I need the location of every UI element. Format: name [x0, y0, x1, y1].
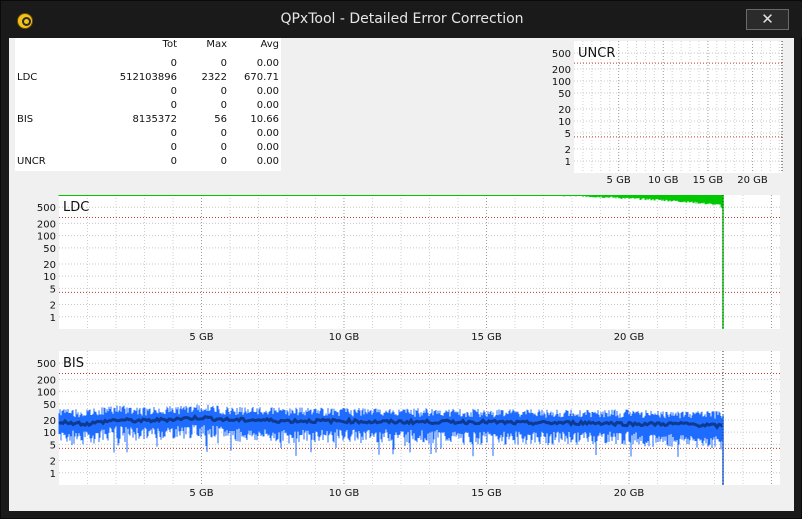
y-tick-label: 100	[37, 232, 56, 243]
row-avg: 670.71	[244, 72, 279, 83]
row-avg: 0.00	[256, 142, 279, 153]
statistics-table: Tot Max Avg 0 0 0.00 LDC 512103896 2322 …	[15, 38, 281, 171]
bis-series	[58, 404, 724, 457]
plot-area	[574, 41, 782, 173]
stats-row: UNCR 0 0 0.00	[15, 155, 281, 169]
chart-title: LDC	[63, 200, 89, 215]
chart-title: UNCR	[578, 46, 615, 61]
y-tick-label: 2	[50, 457, 56, 468]
close-button[interactable]: ✕	[746, 9, 789, 30]
y-tick-label: 200	[37, 219, 56, 230]
row-avg: 10.66	[250, 114, 279, 125]
row-tot: 0	[170, 58, 177, 69]
y-tick-label: 100	[552, 77, 571, 88]
row-max: 56	[214, 114, 227, 125]
x-tick-label: 20 GB	[614, 332, 645, 343]
bis-average-line	[58, 414, 724, 430]
x-tick-label: 5 GB	[607, 175, 631, 186]
y-tick-label: 500	[37, 203, 56, 214]
title-bar[interactable]: QPxTool - Detailed Error Correction ✕	[2, 2, 802, 37]
row-tot: 0	[170, 100, 177, 111]
header-avg: Avg	[260, 39, 279, 50]
y-tick-label: 5	[565, 129, 571, 140]
x-tick-label: 15 GB	[693, 175, 724, 186]
stats-row: 0 0 0.00	[15, 141, 281, 155]
row-max: 0	[220, 58, 227, 69]
row-max: 2322	[201, 72, 227, 83]
x-tick-label: 5 GB	[189, 488, 213, 499]
stats-row: BIS 8135372 56 10.66	[15, 113, 281, 127]
row-tot: 0	[170, 86, 177, 97]
y-tick-label: 500	[37, 359, 56, 370]
y-tick-label: 10	[558, 117, 571, 128]
row-tot: 0	[170, 156, 177, 167]
y-tick-label: 10	[43, 428, 56, 439]
row-label: BIS	[17, 114, 34, 125]
row-avg: 0.00	[256, 58, 279, 69]
row-tot: 0	[170, 128, 177, 139]
y-tick-label: 50	[558, 89, 571, 100]
header-tot: Tot	[162, 39, 177, 50]
stats-row: 0 0 0.00	[15, 99, 281, 113]
y-tick-label: 1	[565, 157, 571, 168]
row-max: 0	[220, 100, 227, 111]
row-tot: 8135372	[132, 114, 177, 125]
stats-header-row: Tot Max Avg	[15, 38, 281, 52]
y-tick-label: 20	[43, 260, 56, 271]
chart-title: BIS	[63, 356, 84, 371]
client-area: Tot Max Avg 0 0 0.00 LDC 512103896 2322 …	[9, 38, 794, 511]
x-tick-label: 20 GB	[614, 488, 645, 499]
header-max: Max	[206, 39, 227, 50]
y-tick-label: 2	[50, 301, 56, 312]
qpxtool-icon	[17, 13, 33, 29]
y-tick-label: 1	[50, 313, 56, 324]
x-tick-label: 15 GB	[471, 332, 502, 343]
y-tick-label: 2	[565, 145, 571, 156]
x-tick-label: 15 GB	[471, 488, 502, 499]
y-tick-label: 50	[43, 400, 56, 411]
stats-row: LDC 512103896 2322 670.71	[15, 71, 281, 85]
row-label: UNCR	[17, 156, 46, 167]
x-tick-label: 10 GB	[648, 175, 679, 186]
row-max: 0	[220, 86, 227, 97]
window-title: QPxTool - Detailed Error Correction	[280, 11, 524, 27]
y-tick-label: 10	[43, 272, 56, 283]
y-tick-label: 500	[552, 49, 571, 60]
x-tick-label: 10 GB	[329, 332, 360, 343]
ldc-area	[59, 195, 723, 329]
stats-row: 0 0 0.00	[15, 85, 281, 99]
y-tick-label: 20	[43, 416, 56, 427]
row-label: LDC	[17, 72, 38, 83]
y-tick-label: 5	[50, 284, 56, 295]
y-tick-label: 50	[43, 244, 56, 255]
row-tot: 512103896	[119, 72, 177, 83]
x-tick-label: 5 GB	[189, 332, 213, 343]
row-max: 0	[220, 128, 227, 139]
x-tick-label: 10 GB	[329, 488, 360, 499]
y-tick-label: 1	[50, 469, 56, 480]
row-avg: 0.00	[256, 156, 279, 167]
ldc-series	[58, 195, 724, 213]
y-tick-label: 20	[558, 105, 571, 116]
row-avg: 0.00	[256, 86, 279, 97]
x-tick-label: 20 GB	[737, 175, 768, 186]
row-avg: 0.00	[256, 100, 279, 111]
row-tot: 0	[170, 142, 177, 153]
y-tick-label: 200	[552, 65, 571, 76]
stats-row: 0 0 0.00	[15, 57, 281, 71]
stats-row: 0 0 0.00	[15, 127, 281, 141]
y-tick-label: 200	[37, 375, 56, 386]
row-max: 0	[220, 156, 227, 167]
y-tick-label: 100	[37, 388, 56, 399]
y-tick-label: 5	[50, 440, 56, 451]
row-avg: 0.00	[256, 128, 279, 139]
row-max: 0	[220, 142, 227, 153]
